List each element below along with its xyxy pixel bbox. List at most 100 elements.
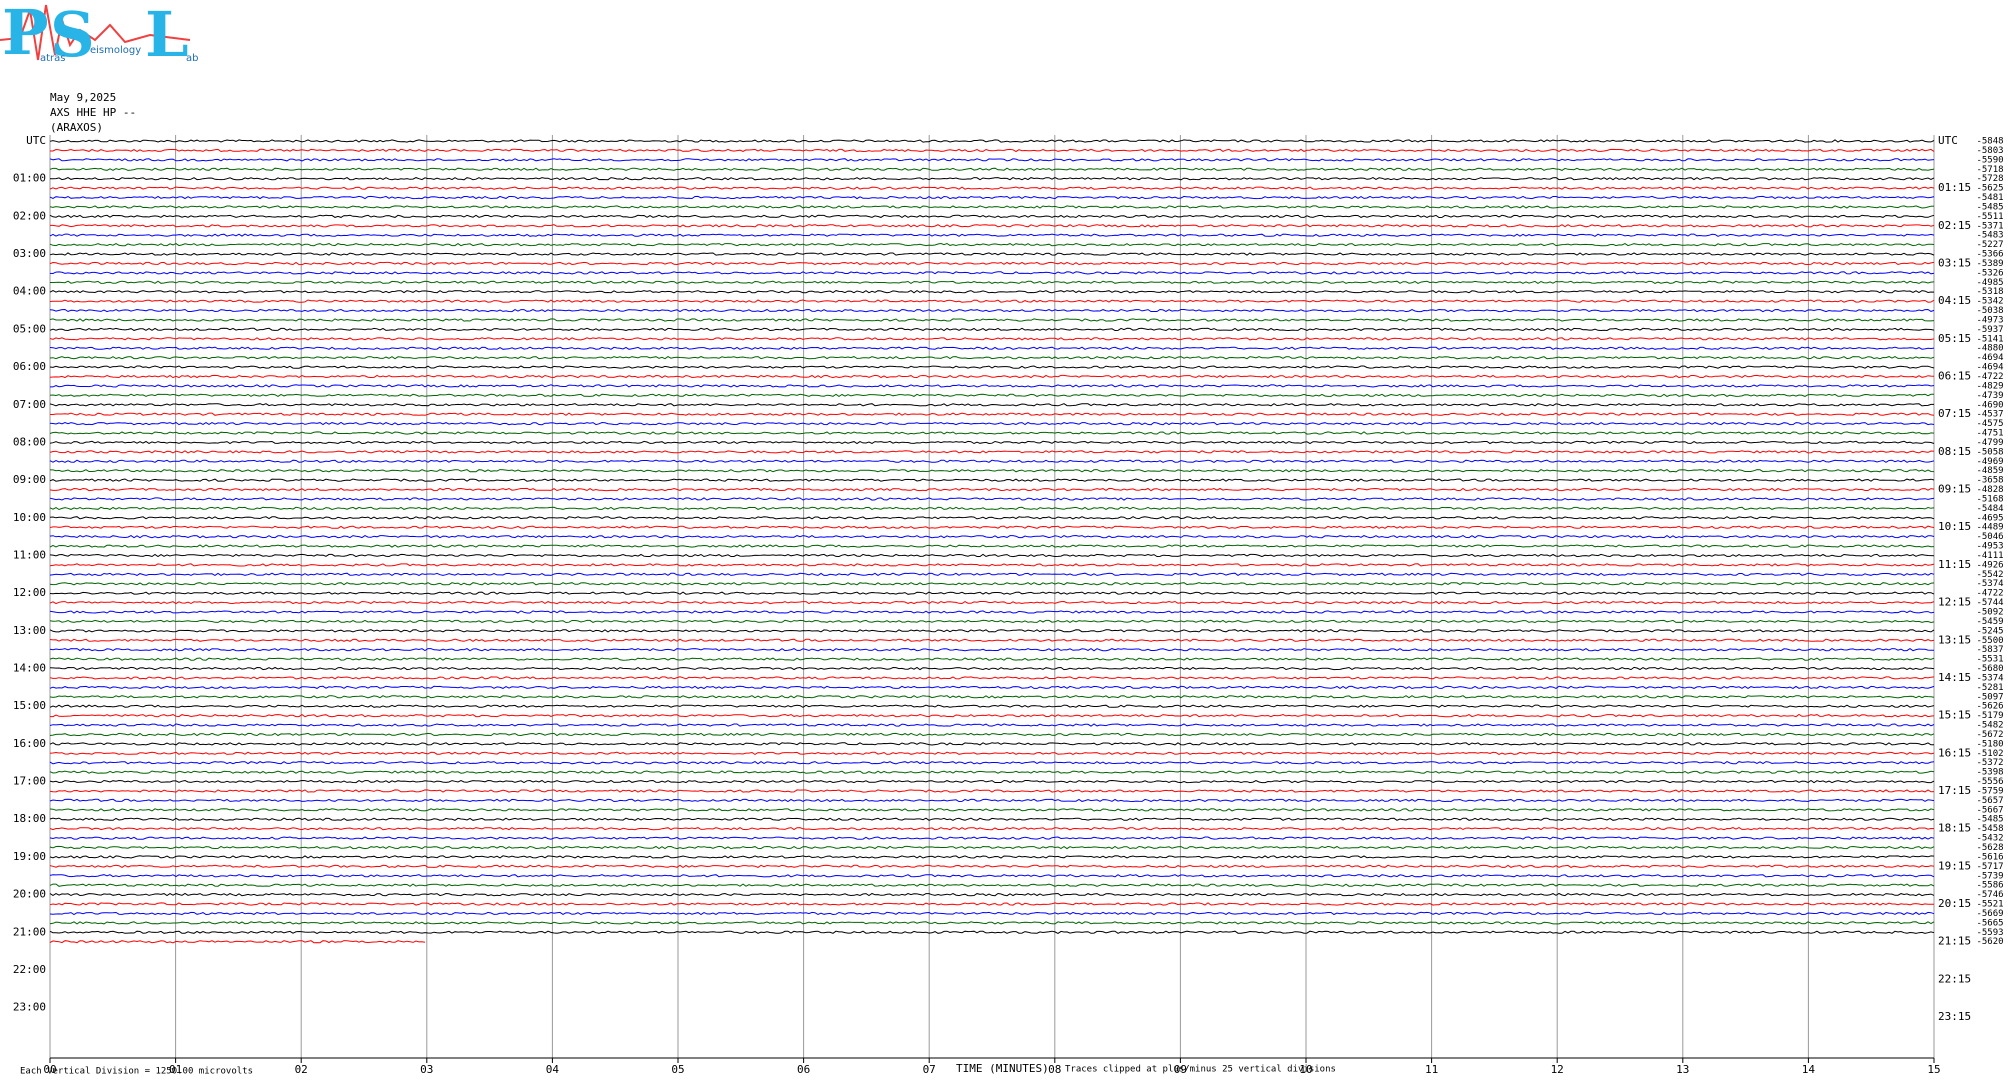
trace-offset: -5628 (1976, 843, 2003, 853)
trace (49, 779, 1935, 784)
x-tick-label: 05 (671, 1063, 684, 1076)
hour-label-right: 04:15 (1938, 294, 1971, 307)
trace-offset: -4537 (1976, 410, 2003, 420)
hour-label-right: 03:15 (1938, 256, 1971, 269)
trace (49, 874, 1935, 878)
trace-offset: -5366 (1976, 250, 2003, 260)
trace-offset: -4926 (1976, 560, 2003, 570)
trace (49, 761, 1935, 765)
trace-offset: -5937 (1976, 325, 2003, 335)
trace (49, 261, 1935, 266)
hour-label-left: 10:00 (13, 511, 46, 524)
trace-offset: -5665 (1976, 918, 2003, 928)
trace-offset: -5593 (1976, 928, 2003, 938)
trace-offset: -5141 (1976, 334, 2003, 344)
hour-label-right: 06:15 (1938, 370, 1971, 383)
x-tick-label: 06 (797, 1063, 810, 1076)
trace (49, 883, 1935, 887)
hour-label-right: UTC (1938, 134, 1958, 147)
trace (49, 158, 1935, 162)
trace (49, 855, 1935, 859)
trace-offset: -5398 (1976, 768, 2003, 778)
trace-offset: -4799 (1976, 438, 2003, 448)
trace-offset: -5625 (1976, 184, 2003, 194)
trace-offset: -5728 (1976, 174, 2003, 184)
trace (49, 902, 1934, 906)
trace (49, 393, 1934, 398)
trace-offset: -5485 (1976, 815, 2003, 825)
x-tick-label: 03 (420, 1063, 433, 1076)
trace (49, 563, 1935, 567)
trace (49, 789, 1935, 793)
trace-offset: -5097 (1976, 692, 2003, 702)
trace (49, 836, 1935, 840)
trace (49, 233, 1935, 237)
trace (49, 487, 1935, 492)
trace-offset: -5590 (1976, 155, 2003, 165)
trace (49, 403, 1934, 407)
trace-offset: -5482 (1976, 721, 2003, 731)
trace (49, 337, 1935, 341)
trace (49, 845, 1935, 850)
hour-label-right: 20:15 (1938, 897, 1971, 910)
hour-label-left: 05:00 (13, 322, 46, 335)
trace-offset: -5245 (1976, 626, 2003, 636)
trace-offset: -4111 (1976, 551, 2003, 561)
trace-offset: -5620 (1976, 937, 2003, 947)
hour-label-right: 14:15 (1938, 671, 1971, 684)
trace-offset: -5616 (1976, 852, 2003, 862)
trace (49, 666, 1935, 671)
trace (49, 242, 1935, 247)
trace-offset: -5837 (1976, 645, 2003, 655)
trace (49, 431, 1935, 435)
trace (49, 478, 1935, 482)
hour-label-left: 12:00 (13, 586, 46, 599)
trace (49, 582, 1935, 586)
x-tick-label: 12 (1551, 1063, 1564, 1076)
trace-offset: -5669 (1976, 909, 2003, 919)
trace (49, 139, 1935, 143)
hour-label-left: 22:00 (13, 963, 46, 976)
trace-offset: -4690 (1976, 400, 2003, 410)
x-tick-label: 10 (1299, 1063, 1312, 1076)
trace-offset: -5746 (1976, 890, 2003, 900)
trace-offset: -4985 (1976, 278, 2003, 288)
trace (49, 450, 1935, 454)
trace (50, 148, 1935, 153)
trace (49, 685, 1935, 690)
trace-offset: -5092 (1976, 608, 2003, 618)
trace (49, 271, 1935, 275)
hour-label-left: UTC (26, 134, 46, 147)
hour-label-left: 21:00 (13, 925, 46, 938)
trace (49, 205, 1935, 209)
trace (49, 195, 1935, 200)
trace-offset: -5371 (1976, 221, 2003, 231)
trace-offset: -3658 (1976, 476, 2003, 486)
trace-offset: -5389 (1976, 259, 2003, 269)
hour-label-left: 02:00 (13, 209, 46, 222)
trace (49, 186, 1935, 190)
trace-offset: -5521 (1976, 900, 2003, 910)
trace-offset: -5586 (1976, 881, 2003, 891)
trace (49, 299, 1935, 303)
logo-text: ab (186, 53, 198, 64)
hour-label-left: 23:00 (13, 1001, 46, 1014)
trace (49, 798, 1935, 803)
hour-label-left: 16:00 (13, 737, 46, 750)
hour-label-right: 19:15 (1938, 859, 1971, 872)
logo: P S L atras eismology ab (0, 0, 198, 71)
trace-offset: -5058 (1976, 447, 2003, 457)
trace (49, 421, 1935, 426)
trace (49, 911, 1935, 916)
trace-offset: -5744 (1976, 598, 2003, 608)
hour-label-right: 23:15 (1938, 1010, 1971, 1023)
trace (50, 713, 1935, 718)
trace-offset: -5672 (1976, 730, 2003, 740)
hour-label-right: 22:15 (1938, 972, 1971, 985)
x-tick-label: 04 (546, 1063, 560, 1076)
hour-label-left: 06:00 (13, 360, 46, 373)
trace (49, 892, 1935, 897)
trace (49, 600, 1935, 605)
